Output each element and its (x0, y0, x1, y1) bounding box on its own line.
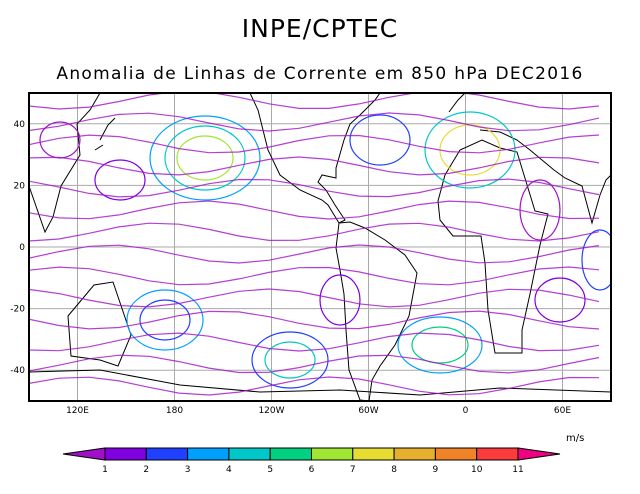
colorbar-min-arrow (62, 447, 106, 461)
latitude-label: 40 (14, 120, 26, 130)
coastline-africa (437, 139, 549, 354)
streamline (164, 125, 246, 191)
colorbar-tick-label: 4 (226, 465, 232, 475)
colorbar-tick-label: 10 (471, 465, 483, 475)
streamline (29, 244, 600, 264)
coastline-antarctica-edge (29, 369, 611, 396)
map-frame (28, 92, 612, 402)
colorbar-bin (352, 447, 395, 461)
latitude-labels: 40 20 0 -20 -40 (10, 120, 25, 376)
streamline (411, 326, 469, 364)
streamline (29, 354, 600, 374)
longitude-label: 120E (66, 406, 89, 416)
colorbar-unit: m/s (566, 433, 585, 444)
streamline (29, 112, 600, 132)
colorbar-tick-label: 7 (350, 465, 356, 475)
coastline-south-america (335, 221, 418, 401)
continents (29, 93, 611, 401)
map-subtitle: Anomalia de Linhas de Corrente em 850 hP… (56, 64, 584, 84)
latitude-label: -20 (10, 305, 25, 315)
streamline (29, 222, 600, 242)
colorbar-bin (476, 447, 519, 461)
longitude-label: 180 (166, 406, 183, 416)
page-title: INPE/CPTEC (241, 14, 399, 43)
coastline-north-america (249, 93, 381, 224)
coastline-japan (94, 117, 116, 151)
streamline (29, 93, 600, 110)
streamline (424, 111, 516, 189)
longitude-label: 0 (463, 406, 469, 416)
streamline (534, 277, 586, 323)
colorbar-tick-label: 6 (309, 465, 315, 475)
latitude-label: 0 (19, 243, 25, 253)
colorbar-max-arrow (517, 447, 561, 461)
coastline-australia (67, 281, 132, 367)
latitude-label: 20 (14, 181, 26, 191)
streamline (149, 115, 261, 201)
streamline (126, 289, 204, 351)
streamline (29, 156, 600, 176)
streamline (176, 135, 234, 181)
latitude-label: -40 (10, 366, 25, 376)
streamline (319, 274, 361, 326)
streamline (29, 266, 600, 286)
streamline (29, 134, 600, 154)
streamline (264, 341, 316, 379)
colorbar-tick-label: 3 (185, 465, 191, 475)
colorbar-bin (145, 447, 189, 461)
colorbar-bin (228, 447, 271, 461)
streamline (29, 310, 600, 330)
colorbar-bin (187, 447, 230, 461)
colorbar-tick-label: 8 (391, 465, 397, 475)
streamline (581, 229, 611, 291)
streamline (29, 288, 600, 308)
streamline (29, 200, 600, 220)
streamlines (29, 93, 611, 396)
colorbar-bin (434, 447, 478, 461)
streamline (397, 316, 483, 374)
coastline-eurasia (29, 93, 611, 234)
longitude-label: 120W (258, 406, 284, 416)
streamline (251, 331, 329, 389)
streamline (94, 159, 146, 201)
longitude-labels: 120E 180 120W 60W 0 60E (66, 406, 571, 416)
colorbar-tick-label: 2 (143, 465, 149, 475)
longitude-label: 60E (554, 406, 571, 416)
streamline (139, 299, 191, 341)
colorbar-tick-label: 5 (267, 465, 273, 475)
colorbar-tick-label: 9 (433, 465, 439, 475)
colorbar-tick-label: 1 (102, 465, 108, 475)
streamline (29, 178, 600, 198)
colorbar-tick-label: 11 (512, 465, 523, 475)
streamline (29, 376, 600, 396)
colorbar-bin (269, 447, 313, 461)
streamline (349, 114, 411, 166)
colorbar: 1 2 3 4 5 6 7 8 9 10 11 (62, 447, 561, 475)
colorbar-bin (311, 447, 354, 461)
colorbar-bin (104, 447, 147, 461)
streamline (29, 332, 600, 352)
colorbar-bin (393, 447, 436, 461)
longitude-label: 60W (358, 406, 378, 416)
